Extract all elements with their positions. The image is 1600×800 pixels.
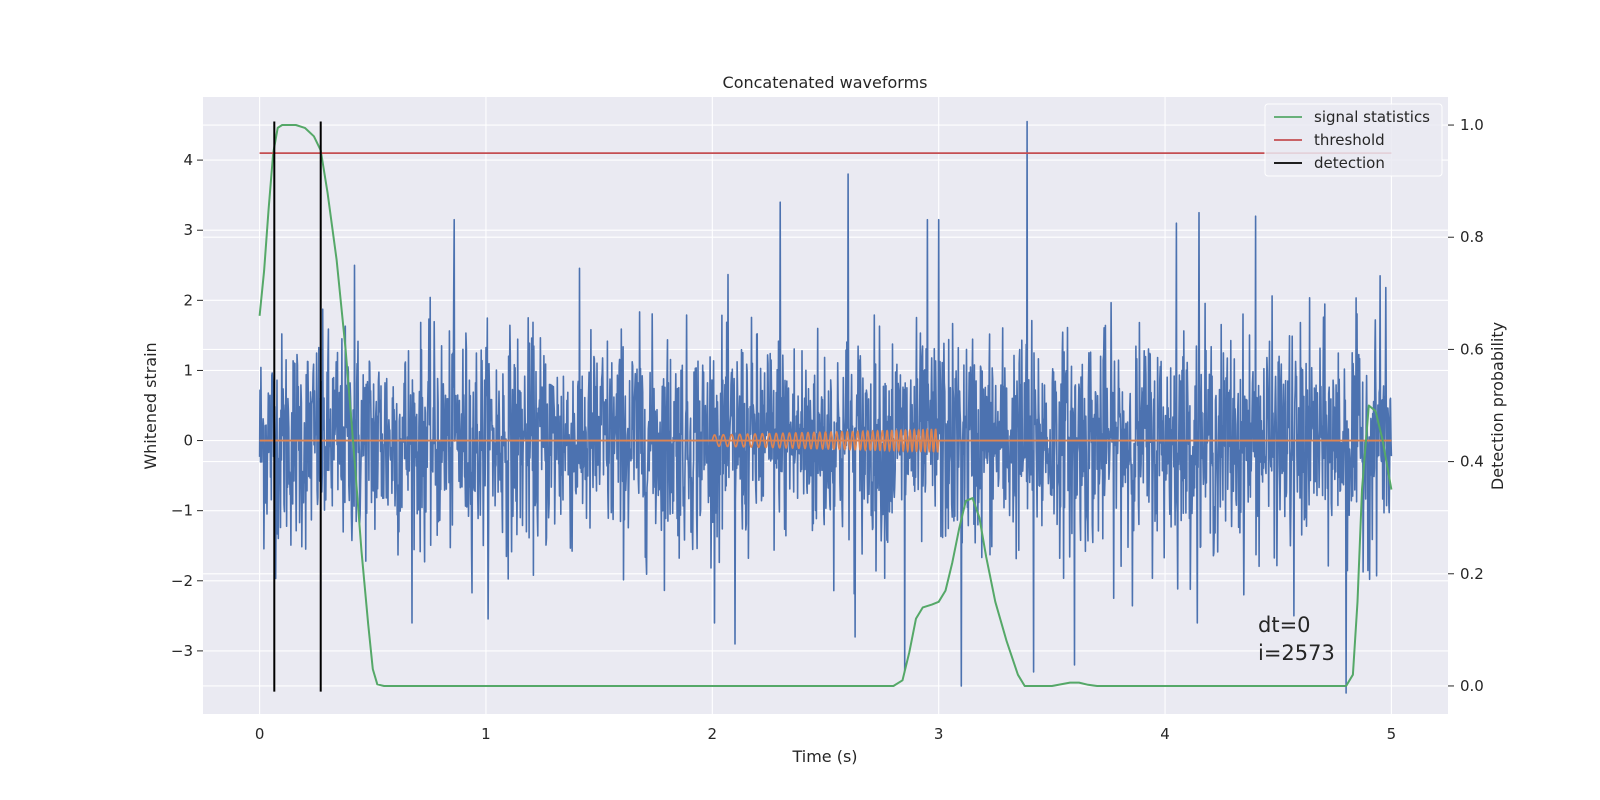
right-y-tick-label: 0.8 [1460, 228, 1484, 246]
y-tick-label: 0 [183, 432, 193, 450]
right-y-axis-label: Detection probability [1488, 322, 1507, 490]
legend: signal statistics threshold detection [1264, 103, 1443, 177]
injected-signal-series [259, 427, 1392, 454]
y-tick-label: −2 [171, 572, 193, 590]
legend-label-threshold: threshold [1314, 131, 1385, 149]
x-axis-ticks: 0 1 2 3 4 5 [255, 725, 1396, 743]
y-tick-label: 1 [183, 361, 193, 379]
plot-area [258, 120, 1393, 694]
y-axis-label: Whitened strain [141, 342, 160, 469]
right-y-tick-label: 0.0 [1460, 677, 1484, 695]
y-tick-label: 3 [183, 221, 193, 239]
legend-label-signal-statistics: signal statistics [1314, 108, 1430, 126]
right-y-tick-label: 0.6 [1460, 340, 1484, 358]
signal-statistics-series [258, 124, 1393, 687]
chart-title: Concatenated waveforms [723, 73, 928, 92]
strain-trace [258, 120, 1393, 694]
x-tick-label: 0 [255, 725, 265, 743]
x-tick-label: 1 [481, 725, 491, 743]
y-tick-label: −1 [171, 502, 193, 520]
signal-statistics-line [258, 124, 1393, 687]
legend-box [1264, 103, 1443, 177]
injected-signal-chirp [711, 427, 940, 454]
right-y-tick-label: 0.2 [1460, 565, 1484, 583]
y-axis-ticks: −3 −2 −1 0 1 2 3 4 [171, 151, 203, 660]
right-y-axis-ticks: 0.0 0.2 0.4 0.6 0.8 1.0 [1448, 116, 1484, 695]
right-y-tick-label: 0.4 [1460, 453, 1484, 471]
x-axis-label: Time (s) [791, 747, 857, 766]
right-y-tick-label: 1.0 [1460, 116, 1484, 134]
x-tick-label: 3 [934, 725, 944, 743]
legend-label-detection: detection [1314, 154, 1385, 172]
detection-series [273, 121, 322, 692]
y-tick-label: 4 [183, 151, 193, 169]
x-tick-label: 4 [1160, 725, 1170, 743]
annotation-dt: dt=0 [1258, 613, 1311, 637]
x-tick-label: 2 [708, 725, 718, 743]
x-tick-label: 5 [1387, 725, 1397, 743]
y-tick-label: −3 [171, 642, 193, 660]
annotation-index: i=2573 [1258, 641, 1335, 665]
strain-noise-series [258, 120, 1393, 694]
y-tick-label: 2 [183, 291, 193, 309]
